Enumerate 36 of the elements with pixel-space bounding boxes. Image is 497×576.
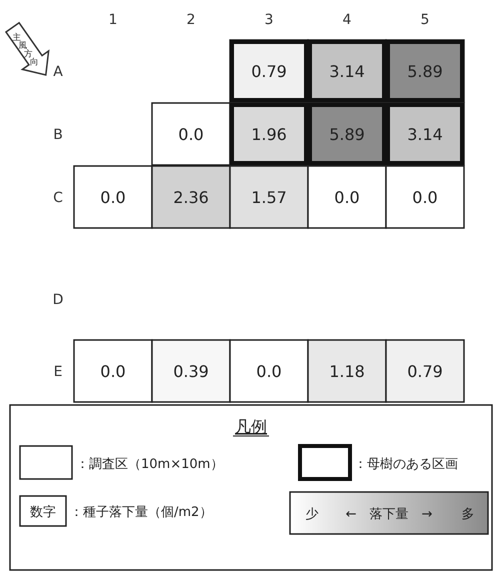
x-tick-label: 1 — [108, 12, 118, 28]
data-label: 0.0 — [334, 188, 360, 207]
data-label: 5.89 — [329, 125, 365, 144]
y-tick-label: B — [53, 127, 63, 143]
x-tick-label: 2 — [186, 12, 196, 28]
text: 少 — [306, 507, 318, 522]
data-label: 0.0 — [100, 362, 126, 381]
data-label: 0.39 — [173, 362, 209, 381]
data-label: 1.96 — [251, 125, 287, 144]
text: ← 落下量 → — [346, 507, 432, 522]
text: 多 — [462, 507, 474, 522]
annotation: 主風方向 — [12, 32, 39, 68]
data-label: 0.0 — [256, 362, 282, 381]
data-label: 1.57 — [251, 188, 287, 207]
data-label: 0.0 — [412, 188, 438, 207]
data-label: 5.89 — [407, 62, 443, 81]
x-tick-label: 4 — [342, 12, 352, 28]
text: ：母樹のある区画 — [354, 457, 458, 472]
data-label: 0.79 — [251, 62, 287, 81]
y-tick-label: C — [53, 190, 64, 206]
text: 凡例 — [235, 417, 267, 436]
y-tick-label: A — [53, 64, 64, 80]
data-label: 0.0 — [178, 125, 204, 144]
x-tick-label: 3 — [264, 12, 274, 28]
data-label: 3.14 — [407, 125, 443, 144]
data-label: 2.36 — [173, 188, 209, 207]
text: 数字 — [30, 504, 56, 520]
text: ：種子落下量（個/m2） — [70, 505, 212, 520]
data-label: 0.0 — [100, 188, 126, 207]
y-tick-label: E — [54, 364, 62, 380]
data-label: 0.79 — [407, 362, 443, 381]
text: ：調査区（10m×10m） — [76, 457, 224, 472]
x-tick-label: 5 — [420, 12, 430, 28]
y-tick-label: D — [52, 292, 64, 308]
data-label: 3.14 — [329, 62, 365, 81]
data-label: 1.18 — [329, 362, 365, 381]
